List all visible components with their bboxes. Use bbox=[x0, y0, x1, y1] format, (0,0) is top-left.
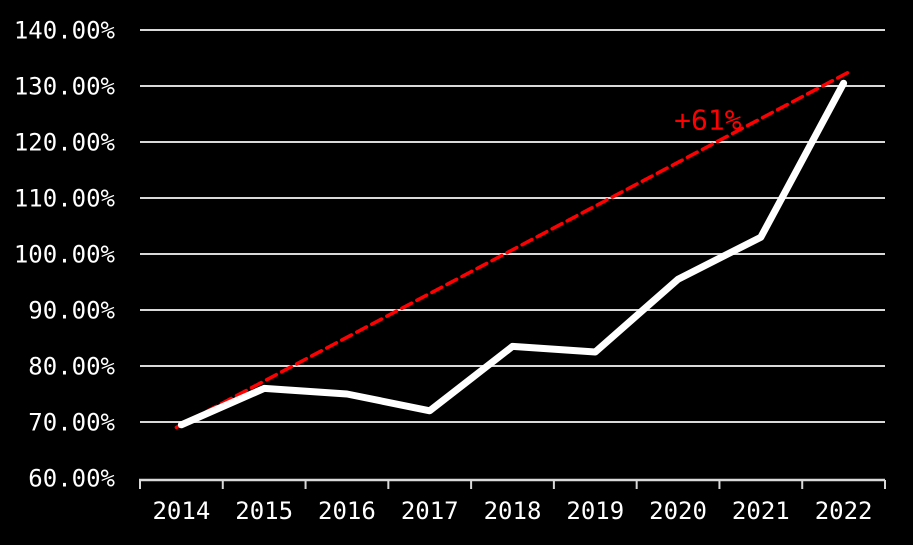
y-axis-tick-label: 140.00% bbox=[14, 17, 116, 45]
trend-growth-annotation: +61% bbox=[674, 104, 742, 137]
y-axis-tick-label: 60.00% bbox=[28, 465, 115, 493]
y-axis-tick-label: 130.00% bbox=[14, 73, 116, 101]
y-axis-tick-label: 120.00% bbox=[14, 129, 116, 157]
y-axis-tick-label: 90.00% bbox=[28, 297, 115, 325]
trendline bbox=[174, 68, 854, 430]
series-line bbox=[177, 79, 848, 429]
x-axis-tick-label: 2015 bbox=[235, 497, 293, 525]
x-axis-tick-label: 2020 bbox=[649, 497, 707, 525]
y-axis-tick-label: 70.00% bbox=[28, 409, 115, 437]
x-axis-tick-label: 2014 bbox=[152, 497, 210, 525]
x-axis-tick-label: 2021 bbox=[732, 497, 790, 525]
x-axis-tick-label: 2019 bbox=[566, 497, 624, 525]
y-axis-tick-label: 80.00% bbox=[28, 353, 115, 381]
x-axis-tick-label: 2022 bbox=[815, 497, 873, 525]
y-axis-tick-label: 100.00% bbox=[14, 241, 116, 269]
x-axis-tick-label: 2017 bbox=[401, 497, 459, 525]
x-axis-tick-label: 2018 bbox=[484, 497, 542, 525]
y-axis-tick-label: 110.00% bbox=[14, 185, 116, 213]
x-axis-tick-label: 2016 bbox=[318, 497, 376, 525]
